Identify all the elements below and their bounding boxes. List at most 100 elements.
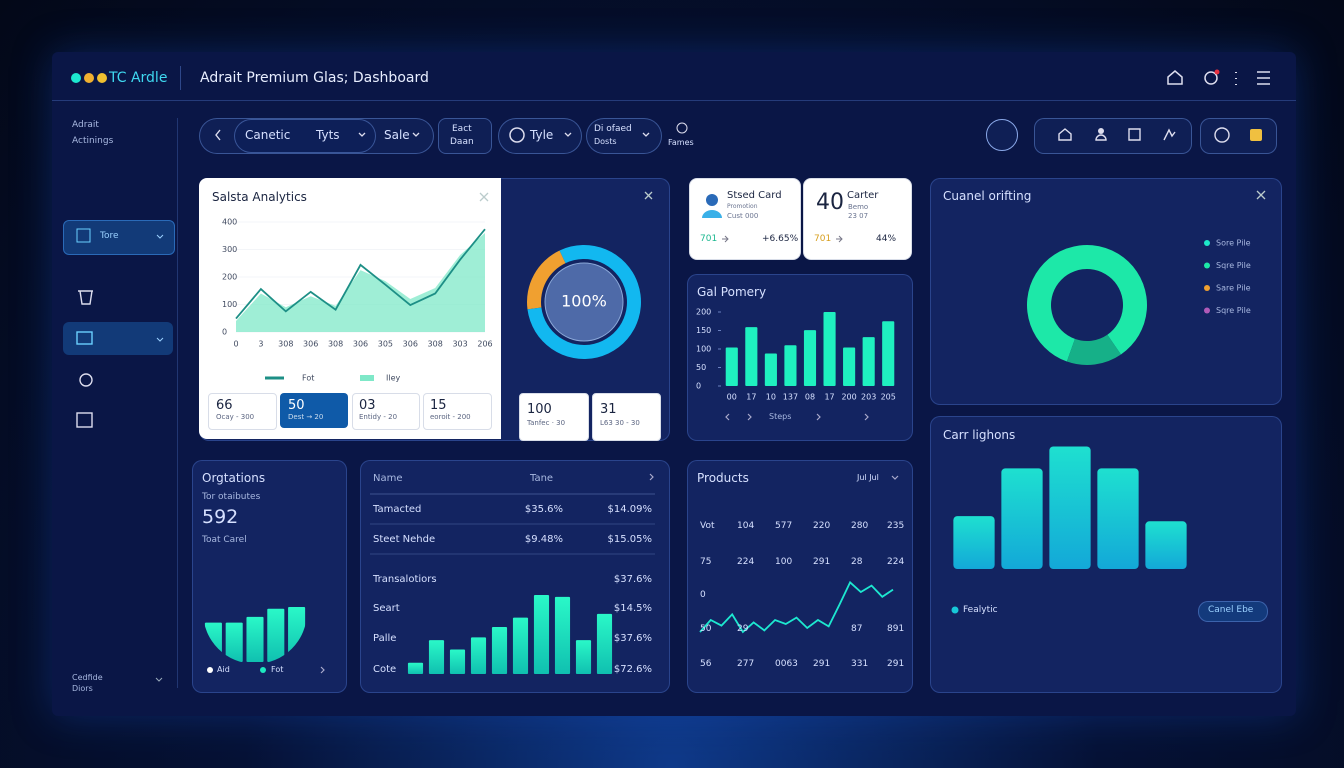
box-label: Tanfec · 30 [527, 419, 566, 427]
grid-cell: Vot [700, 521, 715, 531]
grid-cell: 577 [775, 521, 793, 531]
grid-cell: 87 [851, 624, 863, 634]
table-cell: $35.6% [524, 504, 563, 515]
legend-label: Sqre Pile [1216, 306, 1251, 315]
bar [784, 345, 797, 386]
nav-label: Tore [100, 231, 119, 241]
bar [533, 595, 550, 674]
home-icon[interactable] [1167, 70, 1183, 85]
sidebar-footer: Diors [72, 684, 93, 693]
legend-label: Sore Pile [1216, 239, 1251, 248]
toolbar-icon[interactable] [1250, 129, 1262, 141]
table-cell: $14.09% [607, 504, 653, 515]
logo: TC Ardle [109, 70, 168, 86]
grid-cell: 28 [851, 557, 863, 567]
avatar [706, 194, 718, 206]
bar [407, 662, 424, 674]
x-tick-label: 308 [428, 340, 443, 349]
nav-icon[interactable] [79, 373, 93, 387]
nav-icon [76, 228, 91, 243]
area [236, 233, 485, 332]
bar [745, 327, 758, 386]
bar [554, 596, 571, 674]
chevron [156, 337, 164, 342]
grid-cell: 0063 [775, 659, 798, 669]
icon-group[interactable] [1200, 118, 1277, 154]
filter-pill[interactable] [586, 118, 662, 154]
card-text: Bemo [848, 203, 869, 211]
table-header: Name [373, 473, 403, 484]
y-tick-label: 0 [222, 328, 227, 337]
grid-cell: 50 [700, 624, 712, 634]
y-tick-label: 100 [696, 345, 711, 354]
filter-label: Daan [450, 137, 474, 147]
bar [449, 649, 466, 674]
button[interactable] [1198, 601, 1268, 622]
filter-label: Dosts [594, 137, 617, 146]
box-value: 31 [600, 402, 617, 417]
filter-label: Eact [452, 124, 472, 134]
badge [1214, 69, 1220, 75]
bar [803, 330, 817, 386]
legend-dot [1204, 240, 1210, 246]
panel-title: Gal Pomery [697, 285, 767, 299]
x-tick-label: 306 [303, 340, 318, 349]
y-tick-label: 100 [222, 300, 237, 309]
logo-dot [97, 73, 107, 83]
filter-label: Tyle [530, 128, 554, 142]
back-icon[interactable] [215, 129, 221, 141]
filter-pill[interactable] [234, 119, 376, 153]
card-text: Promotion [727, 203, 758, 210]
panel-title: Salsta Analytics [212, 190, 307, 204]
x-tick-label: 3 [258, 340, 263, 349]
line [699, 580, 894, 634]
donut-segment [527, 250, 566, 310]
filter-icon [676, 122, 688, 134]
bar [764, 353, 777, 386]
nav-item[interactable] [63, 220, 175, 255]
nav-item[interactable] [63, 322, 173, 355]
filter-label: Tyts [316, 128, 340, 142]
divider [52, 100, 1296, 101]
filter-label: Sale [384, 128, 410, 142]
y-tick-label: 200 [222, 273, 237, 282]
nav-icon[interactable] [78, 290, 93, 305]
grid-cell: 291 [887, 659, 905, 669]
filter-label: Di ofaed [594, 124, 632, 134]
dropdown[interactable]: Jul Jul [857, 473, 879, 482]
close-icon[interactable] [479, 190, 1266, 202]
panel-title: Carr lighons [943, 428, 1016, 442]
card [689, 178, 801, 260]
filter-pill[interactable] [438, 118, 492, 154]
card-value: 701 [700, 234, 718, 244]
stat-box [592, 393, 661, 441]
legend-dot [1204, 262, 1210, 269]
legend-label: Fealytic [963, 605, 998, 615]
x-tick-label: 200 [841, 393, 856, 402]
toolbar-icon[interactable] [1214, 127, 1230, 143]
toolbar-icon [1098, 128, 1104, 134]
menu-icon[interactable] [1257, 71, 1270, 85]
pager-icon[interactable] [320, 413, 899, 674]
legend-dot [951, 606, 959, 614]
toolbar-icon[interactable] [1058, 128, 1176, 141]
avatar[interactable] [986, 119, 1018, 151]
table-cell: Palle [373, 633, 397, 644]
nav-icon[interactable] [76, 412, 93, 428]
chevron [358, 132, 650, 137]
bar [428, 640, 445, 674]
icon-group[interactable] [1034, 118, 1192, 154]
legend-dot [260, 667, 266, 673]
x-tick-label: 305 [378, 340, 393, 349]
table-cell: $37.6% [613, 574, 652, 585]
bar [288, 607, 306, 662]
grid-cell: 29 [737, 624, 749, 634]
y-tick-label: 0 [696, 382, 701, 391]
table-cell: $72.6% [613, 664, 652, 675]
card-title: Carter [847, 190, 879, 201]
grid-cell: 75 [700, 557, 712, 567]
pager-label: Steps [769, 412, 792, 421]
stat-box[interactable] [280, 393, 348, 428]
bell-icon[interactable] [1204, 71, 1218, 85]
